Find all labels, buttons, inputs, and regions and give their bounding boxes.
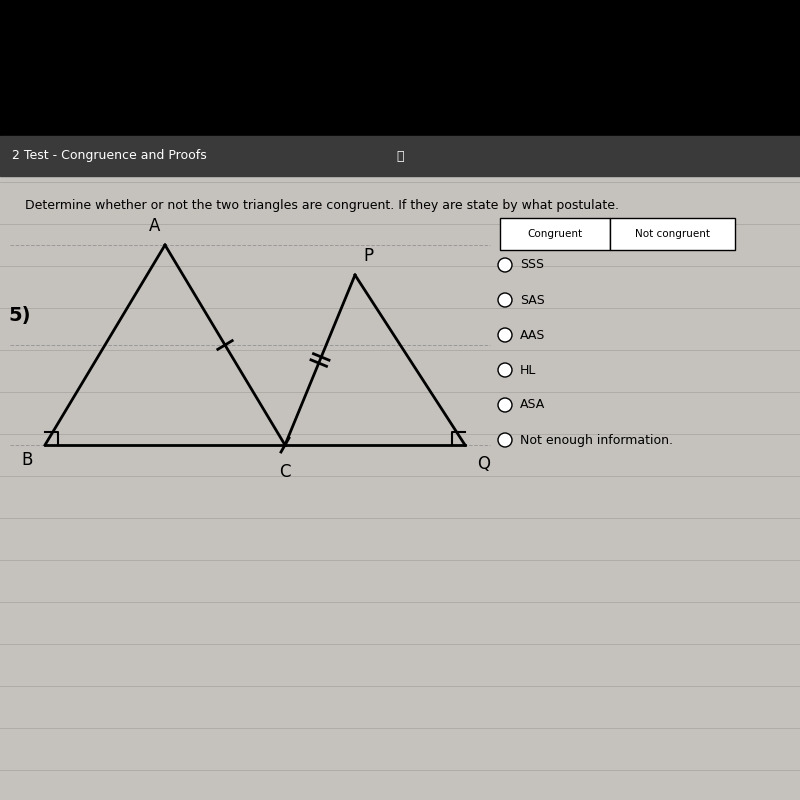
Text: ASA: ASA — [520, 398, 546, 411]
Circle shape — [498, 363, 512, 377]
Bar — [0, 0, 800, 136]
Text: A: A — [149, 217, 160, 235]
Circle shape — [498, 398, 512, 412]
Text: SAS: SAS — [520, 294, 545, 306]
Text: P: P — [363, 247, 373, 265]
Circle shape — [498, 433, 512, 447]
Text: Not enough information.: Not enough information. — [520, 434, 673, 446]
Bar — [500, 218, 610, 250]
Text: B: B — [22, 451, 33, 469]
Circle shape — [498, 258, 512, 272]
Text: Not congruent: Not congruent — [635, 229, 710, 239]
Text: HL: HL — [520, 363, 536, 377]
Circle shape — [498, 293, 512, 307]
Text: Determine whether or not the two triangles are congruent. If they are state by w: Determine whether or not the two triangl… — [25, 198, 619, 211]
Text: SSS: SSS — [520, 258, 544, 271]
Text: C: C — [279, 463, 290, 481]
Bar — [610, 218, 735, 250]
Text: ⤢: ⤢ — [396, 150, 404, 162]
Text: 2 Test - Congruence and Proofs: 2 Test - Congruence and Proofs — [12, 150, 206, 162]
Bar — [0, 176, 800, 800]
Circle shape — [498, 328, 512, 342]
Text: Q: Q — [477, 455, 490, 473]
Text: 5): 5) — [8, 306, 30, 325]
Text: Congruent: Congruent — [527, 229, 582, 239]
Text: AAS: AAS — [520, 329, 546, 342]
Bar — [0, 136, 800, 176]
